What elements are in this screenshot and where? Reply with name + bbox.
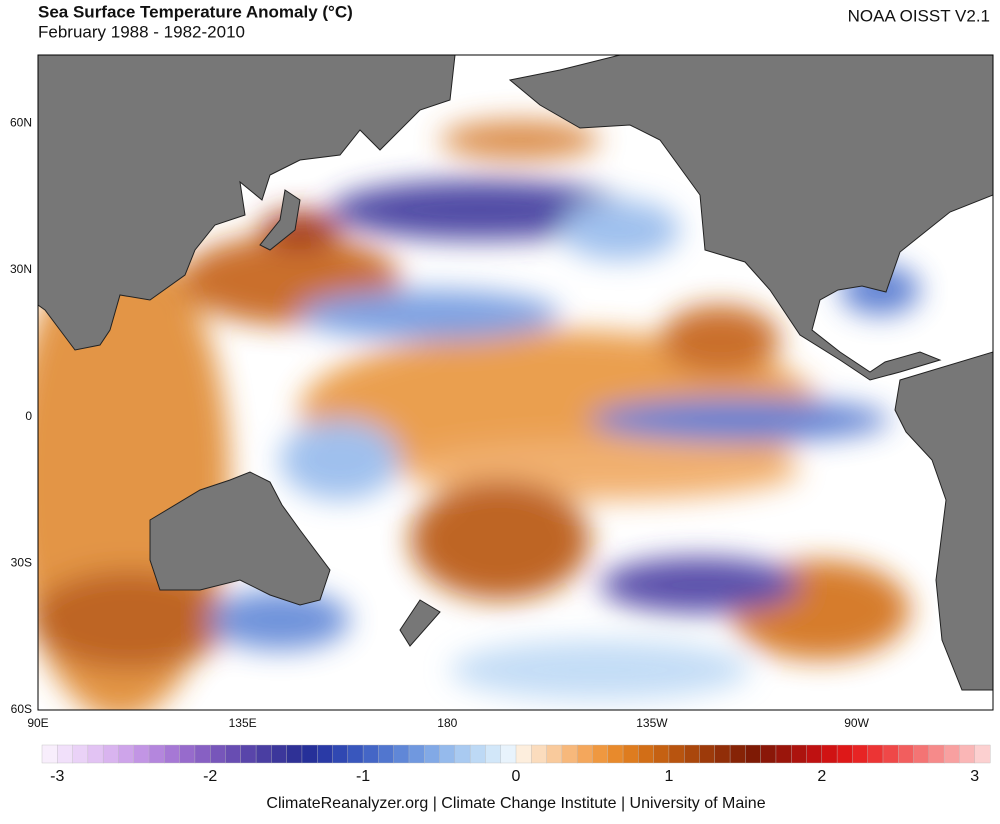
colorbar-cell <box>729 744 746 764</box>
colorbar-cell <box>959 744 976 764</box>
colorbar-cell <box>57 744 74 764</box>
lon-label: 90W <box>844 716 869 730</box>
colorbar-cell <box>240 744 257 764</box>
colorbar: -3 -2 -1 0 1 2 3 <box>41 744 991 785</box>
lat-label: 0 <box>25 409 32 423</box>
title: Sea Surface Temperature Anomaly (°C) <box>38 2 353 21</box>
colorbar-cell <box>515 744 532 764</box>
colorbar-cell <box>133 744 150 764</box>
colorbar-tick-label: -2 <box>203 768 217 785</box>
colorbar-cell <box>683 744 700 764</box>
colorbar-cell <box>745 744 762 764</box>
colorbar-cell <box>760 744 777 764</box>
japan <box>259 189 301 251</box>
lon-label: 135W <box>636 716 668 730</box>
dataset: NOAA OISST V2.1 <box>848 6 990 25</box>
colorbar-cell <box>943 744 960 764</box>
colorbar-cell <box>424 744 441 764</box>
australia <box>149 471 331 606</box>
north-america <box>508 55 993 381</box>
colorbar-cell <box>531 744 548 764</box>
colorbar-cell <box>500 744 517 764</box>
colorbar-cell <box>867 744 884 764</box>
south-america <box>894 351 993 691</box>
colorbar-cell <box>148 744 165 764</box>
colorbar-cell <box>255 744 272 764</box>
lat-label: 60S <box>11 702 32 716</box>
colorbar-cell <box>576 744 593 764</box>
colorbar-cell <box>164 744 181 764</box>
colorbar-tick-label: 1 <box>664 768 673 785</box>
colorbar-cell <box>668 744 685 764</box>
colorbar-cell <box>791 744 808 764</box>
colorbar-cell <box>653 744 670 764</box>
colorbar-cell <box>209 744 226 764</box>
colorbar-cell <box>821 744 838 764</box>
colorbar-cell <box>41 744 58 764</box>
colorbar-cell <box>638 744 655 764</box>
lon-label: 180 <box>437 716 457 730</box>
lat-label: 30N <box>10 262 32 276</box>
colorbar-cell <box>301 744 318 764</box>
colorbar-cell <box>347 744 364 764</box>
colorbar-cell <box>469 744 486 764</box>
colorbar-cell <box>714 744 731 764</box>
colorbar-tick-label: -1 <box>356 768 370 785</box>
colorbar-cell <box>699 744 716 764</box>
colorbar-cell <box>806 744 823 764</box>
colorbar-cell <box>928 744 945 764</box>
colorbar-cell <box>485 744 502 764</box>
colorbar-cell <box>561 744 578 764</box>
colorbar-cell <box>102 744 119 764</box>
colorbar-tick-label: 0 <box>512 768 521 785</box>
map-frame <box>37 54 994 711</box>
colorbar-cell <box>882 744 899 764</box>
colorbar-cell <box>408 744 425 764</box>
colorbar-cell <box>913 744 930 764</box>
colorbar-cell <box>332 744 349 764</box>
colorbar-cell <box>546 744 563 764</box>
colorbar-cell <box>179 744 196 764</box>
colorbar-cell <box>362 744 379 764</box>
colorbar-cell <box>286 744 303 764</box>
colorbar-tick-label: -3 <box>50 768 64 785</box>
footer: ClimateReanalyzer.org | Climate Change I… <box>266 795 765 812</box>
colorbar-cell <box>607 744 624 764</box>
colorbar-cell <box>454 744 471 764</box>
subtitle: February 1988 - 1982-2010 <box>38 22 245 41</box>
lat-label: 60N <box>10 116 32 130</box>
colorbar-cell <box>194 744 211 764</box>
colorbar-cell <box>852 744 869 764</box>
colorbar-tick-label: 2 <box>817 768 826 785</box>
colorbar-cell <box>271 744 288 764</box>
colorbar-cell <box>317 744 334 764</box>
colorbar-cell <box>592 744 609 764</box>
colorbar-cell <box>378 744 395 764</box>
lon-label: 90E <box>27 716 48 730</box>
colorbar-cell <box>393 744 410 764</box>
colorbar-cell <box>775 744 792 764</box>
colorbar-cell <box>898 744 915 764</box>
colorbar-cell <box>439 744 456 764</box>
lon-label: 135E <box>229 716 257 730</box>
asia <box>38 55 456 351</box>
colorbar-cell <box>622 744 639 764</box>
new-zealand <box>399 599 441 647</box>
colorbar-cell <box>118 744 135 764</box>
land <box>38 55 993 691</box>
colorbar-tick-label: 3 <box>970 768 979 785</box>
colorbar-cell <box>974 744 991 764</box>
colorbar-cell <box>836 744 853 764</box>
colorbar-cell <box>87 744 104 764</box>
lat-label: 30S <box>11 556 32 570</box>
map <box>38 55 993 710</box>
colorbar-cell <box>72 744 89 764</box>
colorbar-cell <box>225 744 242 764</box>
